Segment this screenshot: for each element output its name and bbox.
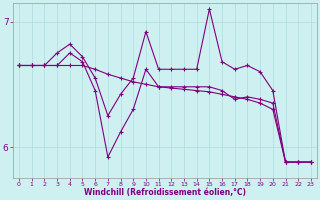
- X-axis label: Windchill (Refroidissement éolien,°C): Windchill (Refroidissement éolien,°C): [84, 188, 246, 197]
